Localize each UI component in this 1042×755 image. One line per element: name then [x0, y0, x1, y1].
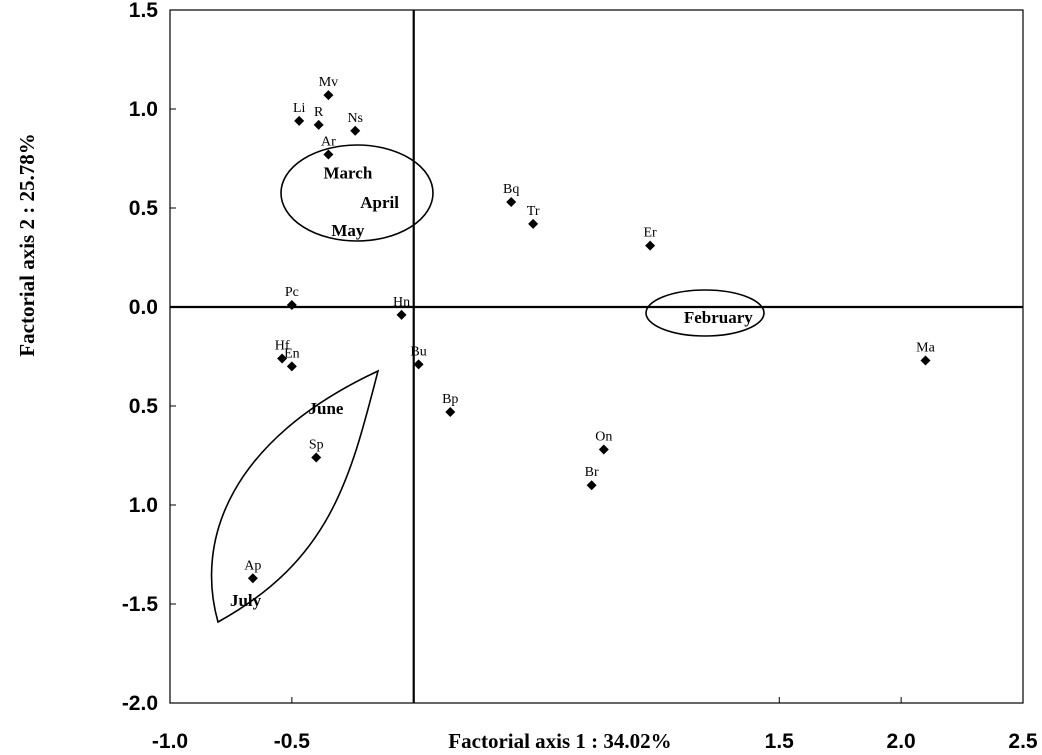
data-point-marker	[350, 125, 361, 136]
spring-group-ellipse	[280, 144, 434, 242]
x-tick-label: 1.5	[765, 730, 795, 753]
x-tick-label: 2.5	[1008, 730, 1038, 753]
data-point-marker	[413, 359, 424, 370]
month-label: June	[308, 399, 343, 418]
y-tick-label: 1.0	[129, 494, 158, 517]
data-point-label: Hn	[393, 295, 410, 310]
data-point-label: Mv	[319, 75, 338, 90]
data-point-marker	[313, 119, 324, 130]
plot-area	[169, 9, 1024, 704]
data-point-marker	[323, 90, 334, 101]
data-point-marker	[311, 452, 322, 463]
data-point-label: Ar	[321, 135, 336, 150]
origin-axes	[170, 10, 1023, 703]
y-axis-ticks: 1.5 1.0 0.5 0.0 0.5 1.0 -1.5 -2.0	[122, 0, 176, 715]
y-tick-label: 0.5	[129, 197, 159, 220]
x-axis-ticks: -1.0 -0.5 1.5 2.0 2.5	[152, 697, 1038, 753]
data-point-label: Sp	[309, 437, 324, 452]
data-point-marker	[294, 115, 305, 126]
data-point-marker	[506, 197, 517, 208]
y-tick-label: 1.0	[129, 98, 158, 121]
month-label: May	[331, 221, 365, 240]
month-label: July	[230, 591, 262, 610]
data-point-label: On	[595, 430, 612, 445]
data-point-label: Bq	[503, 182, 519, 197]
y-tick-label: -1.5	[122, 593, 159, 616]
data-point-marker	[445, 406, 456, 417]
month-group-outlines	[210, 144, 765, 624]
data-point-marker	[920, 355, 931, 366]
month-label: April	[360, 193, 399, 212]
y-tick-label: 0.5	[129, 395, 159, 418]
y-tick-label: 0.0	[129, 296, 158, 319]
data-point-marker	[598, 444, 609, 455]
data-point-marker	[645, 240, 656, 251]
data-point-label: Er	[644, 226, 658, 241]
y-tick-label: -2.0	[122, 692, 158, 715]
summer-group-outline	[210, 369, 380, 624]
month-label: March	[324, 163, 373, 182]
data-point-marker	[586, 480, 597, 491]
data-point-label: Bp	[442, 392, 458, 407]
data-point-label: Li	[293, 101, 306, 116]
data-point-marker	[247, 573, 258, 584]
data-point-label: Tr	[527, 204, 540, 219]
data-point-marker	[396, 309, 407, 320]
data-point-label: Ns	[347, 111, 363, 126]
february-group-ellipse	[645, 289, 765, 337]
x-axis-title: Factorial axis 1 : 34.02%	[448, 729, 671, 753]
y-axis-title: Factorial axis 2 : 25.78%	[15, 133, 39, 356]
data-point-marker	[528, 218, 539, 229]
data-point-label: Bu	[410, 344, 426, 359]
x-tick-label: -0.5	[274, 730, 311, 753]
data-point-label: R	[314, 105, 324, 120]
data-point-label: Hf	[275, 338, 290, 353]
month-label: February	[684, 308, 753, 327]
data-point-label: Br	[585, 465, 599, 480]
data-point-marker	[277, 353, 288, 364]
data-point-marker	[323, 149, 334, 160]
data-point-label: Pc	[285, 285, 299, 300]
data-point-label: Ma	[916, 340, 935, 355]
data-point-label: En	[284, 346, 300, 361]
data-point-marker	[286, 361, 297, 372]
data-point-label: Ap	[244, 558, 261, 573]
y-tick-label: 1.5	[129, 0, 159, 22]
data-point-marker	[286, 300, 297, 311]
x-tick-label: 2.0	[887, 730, 916, 753]
x-tick-label: -1.0	[152, 730, 188, 753]
month-labels: March April May February June July	[230, 163, 753, 610]
